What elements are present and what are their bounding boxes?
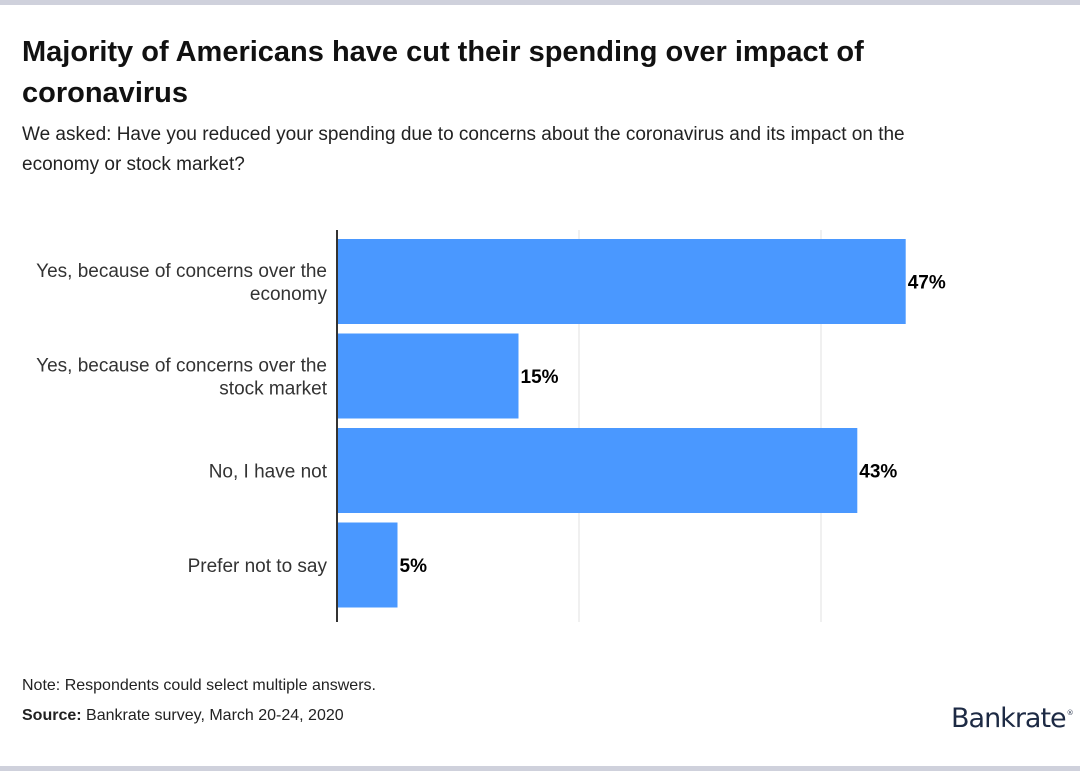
category-label: Prefer not to say xyxy=(188,556,328,577)
category-label: Yes, because of concerns over the xyxy=(36,356,327,377)
chart-subtitle: We asked: Have you reduced your spending… xyxy=(22,124,905,175)
category-label: stock market xyxy=(219,379,327,400)
bar xyxy=(337,428,858,513)
bar xyxy=(337,522,398,608)
value-label: 5% xyxy=(400,556,428,577)
source-label: Source: xyxy=(22,707,82,724)
bankrate-logo: Bankrate® xyxy=(951,703,1074,734)
source-text: Bankrate survey, March 20-24, 2020 xyxy=(81,707,344,724)
value-label: 15% xyxy=(521,367,559,388)
frame-top-border xyxy=(0,0,1080,5)
source-line: Source: Bankrate survey, March 20-24, 20… xyxy=(22,707,344,725)
category-label: No, I have not xyxy=(209,462,328,483)
category-label: economy xyxy=(250,284,328,305)
frame-bottom-border xyxy=(0,766,1080,771)
registered-mark-icon: ® xyxy=(1066,709,1074,717)
bar xyxy=(337,333,519,419)
bar xyxy=(337,239,906,324)
footnote: Note: Respondents could select multiple … xyxy=(22,677,376,694)
category-label: Yes, because of concerns over the xyxy=(36,261,327,282)
chart-title: Majority of Americans have cut their spe… xyxy=(22,36,864,109)
value-label: 47% xyxy=(908,273,946,294)
logo-text: Bankrate xyxy=(951,703,1067,734)
value-label: 43% xyxy=(859,462,897,483)
